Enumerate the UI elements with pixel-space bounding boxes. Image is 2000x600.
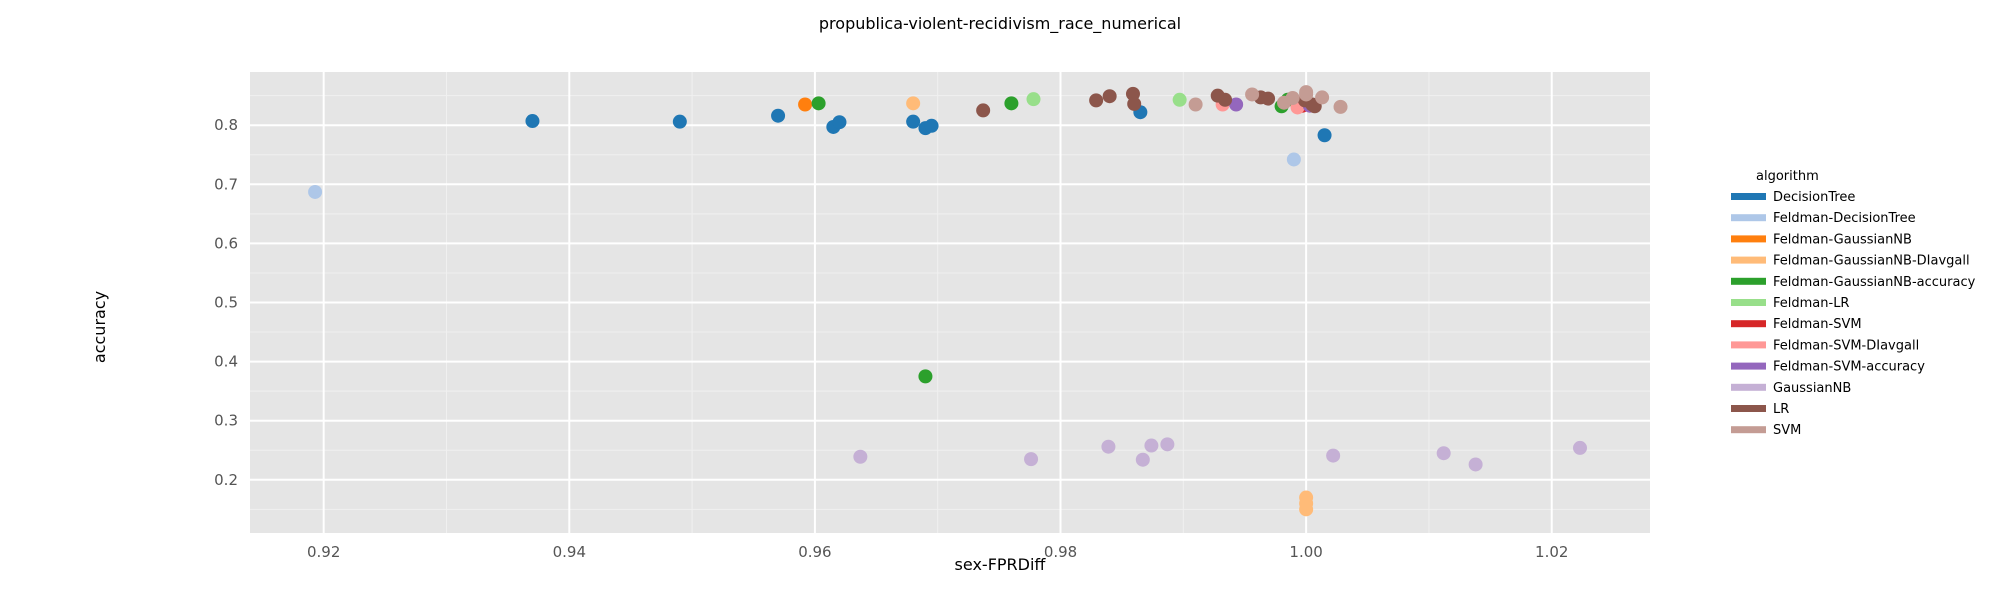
data-points: [308, 85, 1587, 517]
x-axis-label: sex-FPRDiff: [955, 555, 1047, 574]
legend-entry: Feldman-SVM-DIavgall: [1773, 338, 1919, 353]
legend-swatch: [1731, 214, 1766, 222]
data-point: [976, 103, 991, 118]
series-feldman-decisiontree: [308, 152, 1301, 199]
data-point: [853, 449, 868, 464]
data-point: [832, 115, 847, 130]
data-point: [1229, 97, 1244, 112]
data-point: [308, 184, 323, 199]
y-tick-label: 0.2: [214, 471, 238, 489]
legend-swatch: [1731, 277, 1766, 285]
legend-entry: Feldman-SVM-accuracy: [1773, 360, 1925, 375]
data-point: [1127, 96, 1142, 111]
series-feldman-lr: [1026, 92, 1187, 107]
legend-entry: Feldman-GaussianNB-accuracy: [1773, 275, 1976, 290]
data-point: [1144, 438, 1159, 453]
series-feldman-gaussiannb: [798, 97, 813, 112]
data-point: [1333, 99, 1348, 114]
legend-entry: SVM: [1773, 423, 1801, 438]
legend-entry: Feldman-DecisionTree: [1773, 211, 1916, 226]
legend-swatch: [1731, 383, 1766, 391]
data-point: [525, 114, 540, 129]
data-point: [906, 96, 921, 111]
legend-entry: LR: [1773, 402, 1789, 417]
data-point: [1245, 87, 1260, 102]
data-point: [672, 114, 687, 129]
y-tick-label: 0.7: [214, 175, 238, 193]
y-axis-label: accuracy: [90, 291, 109, 363]
legend-entry: DecisionTree: [1773, 190, 1855, 205]
series-feldman-gaussiannb-diavgall: [906, 96, 1314, 517]
data-point: [798, 97, 813, 112]
y-tick-label: 0.5: [214, 294, 238, 312]
data-point: [1218, 92, 1233, 107]
legend-swatch: [1731, 235, 1766, 243]
data-point: [1315, 90, 1330, 105]
y-tick-label: 0.8: [214, 116, 238, 134]
data-point: [1573, 440, 1587, 455]
data-point: [1004, 96, 1019, 111]
x-tick-label: 1.00: [1289, 543, 1322, 561]
legend-entry: Feldman-GaussianNB: [1773, 232, 1912, 247]
legend-swatch: [1731, 341, 1766, 349]
data-point: [1261, 91, 1276, 106]
x-tick-labels: 0.92 0.94 0.96 0.98 1.00 1.02: [307, 543, 1568, 561]
data-point: [1024, 452, 1039, 467]
data-point: [918, 369, 933, 384]
data-point: [1468, 457, 1483, 472]
data-point: [1286, 152, 1301, 167]
data-point: [1299, 502, 1314, 517]
data-point: [1026, 92, 1041, 107]
data-point: [1285, 91, 1300, 106]
y-tick-label: 0.3: [214, 412, 238, 430]
data-point: [1089, 93, 1104, 108]
legend-entry: Feldman-GaussianNB-DIavgall: [1773, 254, 1970, 269]
legend-entry: GaussianNB: [1773, 381, 1851, 396]
data-point: [771, 108, 786, 123]
minor-grid: [250, 72, 1650, 533]
data-point: [1317, 128, 1332, 143]
data-point: [1326, 448, 1341, 463]
major-grid: [250, 72, 1650, 533]
data-point: [1299, 85, 1314, 100]
data-point: [906, 114, 921, 129]
data-point: [1101, 439, 1116, 454]
x-tick-label: 0.98: [1044, 543, 1077, 561]
legend-swatch: [1731, 362, 1766, 370]
legend-swatch: [1731, 256, 1766, 264]
x-tick-label: 1.02: [1535, 543, 1568, 561]
data-point: [1172, 92, 1187, 107]
legend-swatch: [1731, 193, 1766, 200]
series-svm: [1188, 85, 1348, 114]
x-tick-label: 0.92: [307, 543, 340, 561]
y-tick-label: 0.4: [214, 353, 238, 371]
legend-swatch: [1731, 426, 1766, 434]
data-point: [811, 96, 826, 111]
legend-swatch: [1731, 320, 1766, 328]
data-point: [1135, 452, 1150, 467]
legend-entry: Feldman-SVM: [1773, 317, 1862, 332]
x-tick-label: 0.96: [798, 543, 831, 561]
chart-title: propublica-violent-recidivism_race_numer…: [819, 14, 1181, 34]
x-tick-label: 0.94: [553, 543, 586, 561]
series-gaussiannb: [853, 437, 1587, 472]
legend: algorithm DecisionTree Feldman-DecisionTr…: [1731, 169, 1976, 438]
data-point: [924, 118, 939, 133]
data-point: [1188, 97, 1203, 112]
legend-swatch: [1731, 299, 1766, 306]
y-tick-labels: 0.2 0.3 0.4 0.5 0.6 0.7 0.8: [214, 116, 238, 489]
legend-entry: Feldman-LR: [1773, 296, 1849, 311]
data-point: [1102, 89, 1117, 104]
legend-title: algorithm: [1756, 169, 1819, 184]
legend-swatch: [1731, 405, 1766, 412]
y-tick-label: 0.6: [214, 234, 238, 252]
series-decisiontree: [525, 105, 1332, 143]
data-point: [1160, 437, 1175, 452]
data-point: [1436, 446, 1451, 461]
